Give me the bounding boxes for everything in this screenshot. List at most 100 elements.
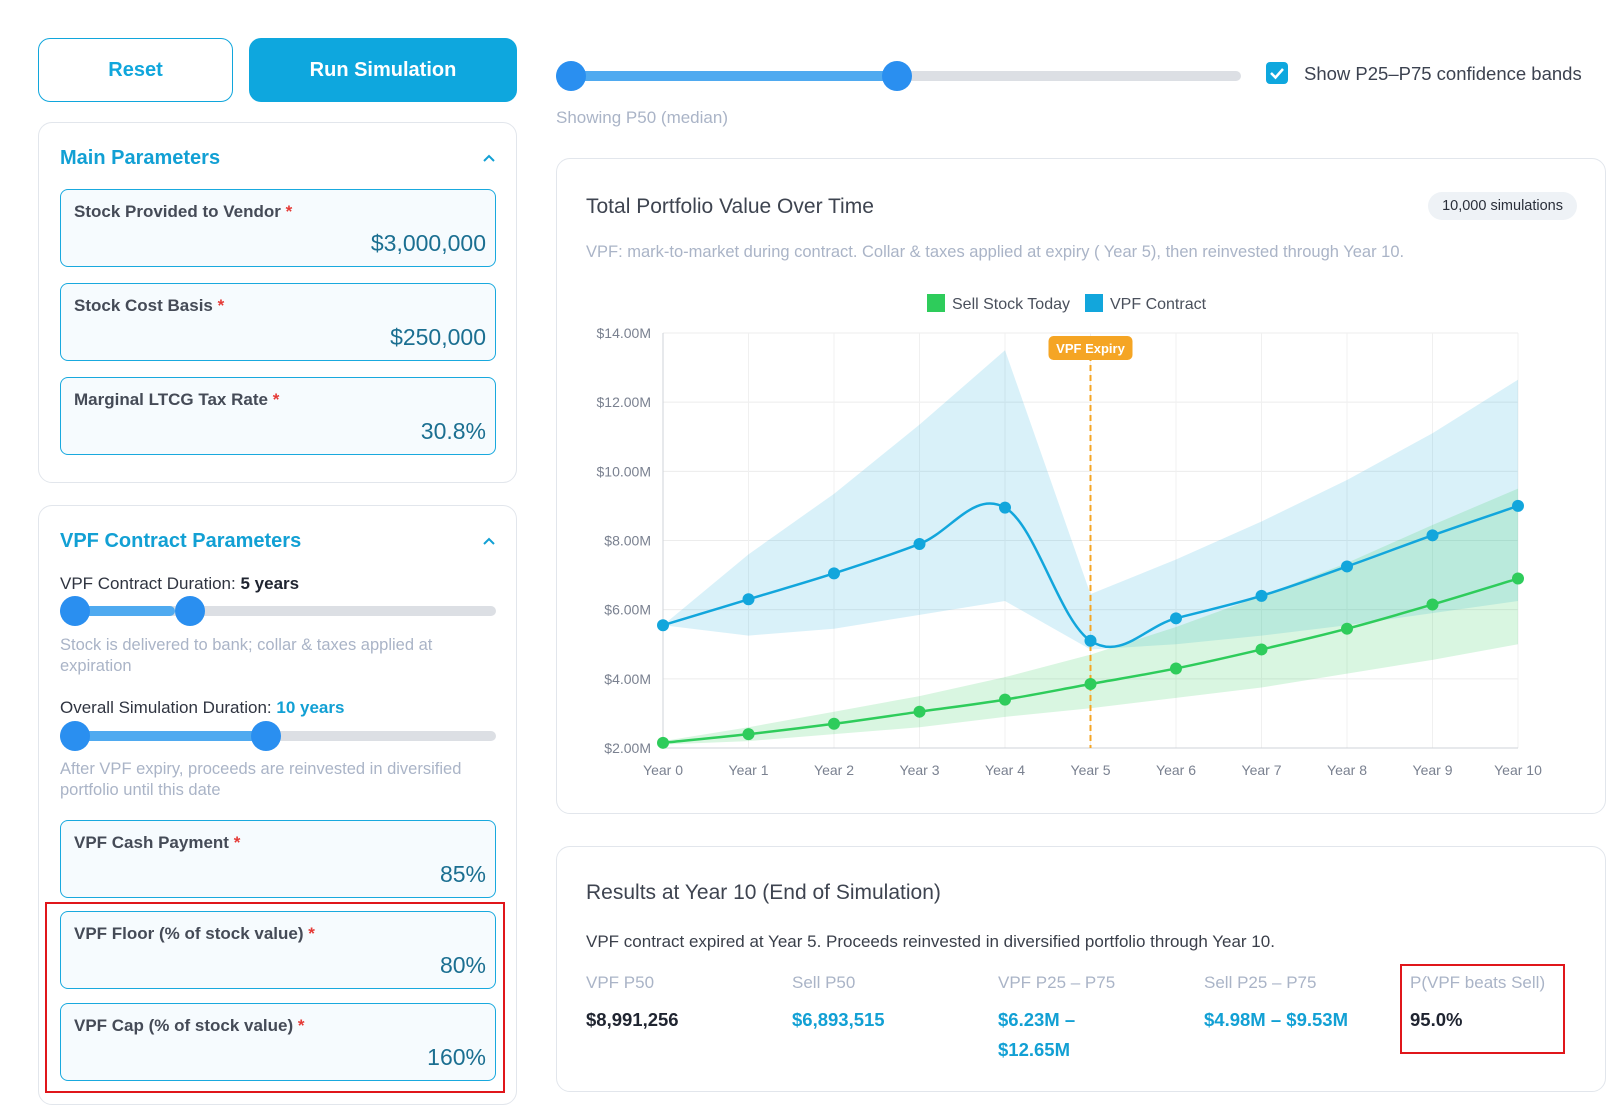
x-tick-label: Year 6 bbox=[1156, 762, 1196, 778]
result-value: $6.23M – $12.65M bbox=[998, 1009, 1076, 1060]
stock-cost-basis-value[interactable]: $250,000 bbox=[390, 324, 486, 350]
chart-title: Total Portfolio Value Over Time bbox=[586, 195, 874, 218]
portfolio-value-chart: $2.00M $4.00M $6.00M $8.00M $10.00M $12.00M $1… bbox=[597, 294, 1542, 778]
x-tick-label: Year 0 bbox=[643, 762, 683, 778]
vpf-cap-field[interactable]: VPF Cap (% of stock value) * 160% bbox=[60, 1003, 496, 1081]
vpf-cap-label: VPF Cap (% of stock value) * bbox=[74, 1016, 305, 1035]
data-point bbox=[999, 501, 1011, 514]
result-sell-range: Sell P25 – P75 $4.98M – $9.53M bbox=[1204, 973, 1404, 1035]
x-tick-label: Year 1 bbox=[729, 762, 769, 778]
result-value: $6,893,515 bbox=[792, 1009, 885, 1030]
data-point bbox=[999, 693, 1011, 706]
highlight-box bbox=[1400, 964, 1565, 1054]
x-tick-label: Year 2 bbox=[814, 762, 854, 778]
vpf-cap-value[interactable]: 160% bbox=[427, 1044, 486, 1070]
confidence-bands-checkbox[interactable] bbox=[1266, 62, 1288, 84]
results-note: VPF contract expired at Year 5. Proceeds… bbox=[586, 932, 1275, 951]
percentile-label: Showing P50 (median) bbox=[556, 108, 728, 127]
result-label: Sell P25 – P75 bbox=[1204, 973, 1317, 992]
data-point bbox=[1255, 643, 1268, 656]
highlight-box bbox=[45, 902, 505, 1093]
results-card: Results at Year 10 (End of Simulation) V… bbox=[556, 846, 1606, 1092]
data-point bbox=[1512, 572, 1524, 585]
data-point bbox=[913, 537, 926, 550]
result-sell-p50: Sell P50 $6,893,515 bbox=[792, 973, 992, 1035]
result-label: P(VPF beats Sell) bbox=[1410, 973, 1546, 992]
data-point bbox=[742, 728, 755, 741]
x-tick-label: Year 9 bbox=[1413, 762, 1453, 778]
x-tick-label: Year 5 bbox=[1071, 762, 1111, 778]
data-point bbox=[1255, 589, 1268, 602]
data-point bbox=[828, 567, 840, 580]
run-simulation-button[interactable]: Run Simulation bbox=[249, 38, 517, 102]
stock-provided-field[interactable]: Stock Provided to Vendor * $3,000,000 bbox=[60, 189, 496, 267]
result-vpf-range: VPF P25 – P75 $6.23M – $12.65M bbox=[998, 973, 1118, 1065]
contract-duration-max-thumb[interactable] bbox=[175, 596, 205, 626]
vpf-expiry-badge bbox=[1048, 336, 1133, 360]
data-point bbox=[742, 593, 755, 606]
legend-label: Sell Stock Today bbox=[952, 296, 1070, 313]
result-label: VPF P50 bbox=[586, 973, 655, 992]
data-point bbox=[1170, 662, 1182, 675]
vpf-parameters-title: VPF Contract Parameters bbox=[60, 530, 302, 552]
data-point bbox=[1084, 634, 1097, 647]
x-tick-label: Year 3 bbox=[900, 762, 940, 778]
confidence-band-sell bbox=[663, 488, 1518, 745]
contract-duration-label: VPF Contract Duration: 5 years bbox=[60, 574, 300, 593]
confidence-band-vpf bbox=[663, 350, 1518, 650]
data-point bbox=[1170, 612, 1182, 625]
vpf-parameters-panel: VPF Contract Parameters VPF Contract Dur… bbox=[38, 505, 517, 1105]
checkmark-icon bbox=[1270, 68, 1284, 80]
percentile-min-thumb[interactable] bbox=[556, 61, 586, 91]
result-value: $8,991,256 bbox=[586, 1009, 679, 1030]
result-value: 95.0% bbox=[1410, 1009, 1463, 1030]
result-label: Sell P50 bbox=[792, 973, 856, 992]
result-label: VPF P25 – P75 bbox=[998, 973, 1116, 992]
y-tick-label: $2.00M bbox=[604, 740, 651, 756]
result-vpf-p50: VPF P50 $8,991,256 bbox=[586, 973, 786, 1035]
percentile-slider[interactable] bbox=[556, 61, 1241, 91]
vpf-floor-value[interactable]: 80% bbox=[439, 952, 486, 978]
contract-duration-min-thumb[interactable] bbox=[60, 596, 90, 626]
legend-swatch bbox=[1085, 294, 1103, 312]
chart-subtitle: VPF: mark-to-market during contract. Col… bbox=[586, 243, 1405, 261]
stock-provided-value[interactable]: $3,000,000 bbox=[370, 230, 486, 256]
chevron-up-icon[interactable] bbox=[482, 534, 496, 548]
data-point bbox=[1341, 622, 1353, 635]
simulation-duration-max-thumb[interactable] bbox=[251, 721, 281, 751]
simulation-duration-min-thumb[interactable] bbox=[60, 721, 90, 751]
vpf-cash-payment-value[interactable]: 85% bbox=[439, 861, 486, 887]
legend-label: VPF Contract bbox=[1110, 296, 1207, 313]
y-tick-label: $10.00M bbox=[597, 463, 651, 479]
x-tick-label: Year 4 bbox=[985, 762, 1025, 778]
confidence-bands-label[interactable]: Show P25–P75 confidence bands bbox=[1304, 63, 1582, 84]
vpf-floor-field[interactable]: VPF Floor (% of stock value) * 80% bbox=[60, 911, 496, 989]
stock-cost-basis-field[interactable]: Stock Cost Basis * $250,000 bbox=[60, 283, 496, 361]
main-parameters-panel: Main Parameters Stock Provided to Vendor… bbox=[38, 122, 517, 483]
ltcg-tax-rate-field[interactable]: Marginal LTCG Tax Rate * 30.8% bbox=[60, 377, 496, 455]
simulations-badge: 10,000 simulations bbox=[1428, 192, 1577, 220]
simulation-duration-slider[interactable] bbox=[60, 721, 496, 751]
vpf-expiry-label: VPF Expiry bbox=[1056, 341, 1125, 356]
main-parameters-title: Main Parameters bbox=[60, 147, 221, 169]
data-point bbox=[1341, 560, 1353, 573]
stock-provided-label: Stock Provided to Vendor * bbox=[74, 202, 293, 221]
vpf-floor-label: VPF Floor (% of stock value) * bbox=[74, 924, 315, 943]
data-point bbox=[1084, 678, 1097, 691]
x-tick-label: Year 8 bbox=[1327, 762, 1367, 778]
y-tick-label: $8.00M bbox=[604, 533, 651, 549]
y-tick-label: $6.00M bbox=[604, 602, 651, 618]
simulation-duration-label: Overall Simulation Duration: 10 years bbox=[60, 698, 345, 717]
data-point bbox=[1426, 598, 1439, 611]
data-point bbox=[1512, 499, 1524, 512]
percentile-max-thumb[interactable] bbox=[882, 61, 912, 91]
chevron-up-icon[interactable] bbox=[482, 151, 496, 165]
contract-duration-slider[interactable] bbox=[60, 596, 496, 626]
y-tick-label: $14.00M bbox=[597, 325, 651, 341]
ltcg-tax-rate-value[interactable]: 30.8% bbox=[420, 418, 486, 444]
vpf-cash-payment-field[interactable]: VPF Cash Payment * 85% bbox=[60, 820, 496, 898]
y-tick-label: $12.00M bbox=[597, 394, 651, 410]
stock-cost-basis-label: Stock Cost Basis * bbox=[74, 296, 225, 315]
contract-duration-help: Stock is delivered to bank; collar & tax… bbox=[60, 636, 433, 675]
reset-button[interactable]: Reset bbox=[38, 38, 233, 102]
